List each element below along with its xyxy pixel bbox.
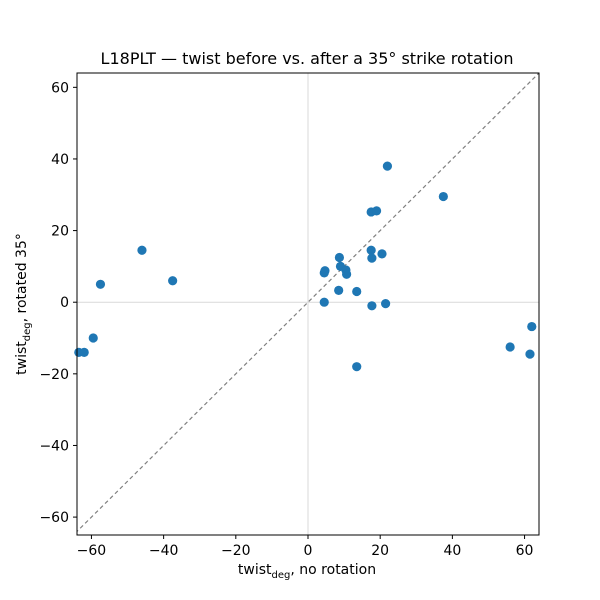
data-point — [352, 286, 362, 297]
data-point — [342, 269, 352, 279]
data-point — [525, 349, 535, 359]
data-point — [367, 253, 377, 263]
data-point — [88, 333, 98, 343]
data-point — [505, 342, 515, 352]
x-tick-label: 20 — [371, 543, 389, 559]
x-tick-label: 40 — [443, 543, 461, 559]
chart-title: L18PLT — twist before vs. after a 35° st… — [101, 49, 514, 68]
diagonal-reference-line — [77, 73, 539, 533]
y-tick-label: −60 — [39, 510, 69, 526]
data-point — [366, 245, 376, 255]
data-point — [334, 285, 344, 295]
data-point — [137, 245, 147, 255]
data-point — [79, 347, 89, 357]
data-point — [371, 206, 382, 216]
data-point — [319, 297, 329, 307]
plot-area: −60 −40 −20 0 20 40 60 −60 −40 −20 0 20 40 60 — [39, 72, 540, 559]
x-tick-label: −60 — [77, 543, 107, 559]
y-tick-label: 60 — [51, 80, 69, 96]
y-axis-title: twistdeg, rotated 35° — [14, 233, 33, 375]
data-point — [367, 301, 377, 311]
data-point — [377, 249, 387, 259]
x-tick-label: 60 — [516, 543, 534, 559]
x-tick-label: 0 — [304, 543, 313, 559]
x-axis-title: twistdeg, no rotation — [238, 562, 376, 581]
data-point — [168, 276, 178, 286]
data-point — [95, 279, 106, 289]
data-point — [334, 252, 345, 263]
y-tick-label: 40 — [51, 152, 69, 168]
x-tick-label: −40 — [149, 543, 179, 559]
y-tick-label: 20 — [51, 224, 69, 240]
data-point — [527, 321, 537, 332]
y-tick-label: 0 — [60, 295, 69, 311]
data-point — [381, 299, 391, 309]
data-point — [438, 191, 448, 202]
data-point — [382, 161, 393, 171]
x-tick-label: −20 — [221, 543, 251, 559]
y-tick-label: −20 — [39, 367, 69, 383]
data-point — [352, 362, 362, 372]
y-tick-label: −40 — [39, 438, 69, 454]
data-point — [320, 266, 330, 276]
